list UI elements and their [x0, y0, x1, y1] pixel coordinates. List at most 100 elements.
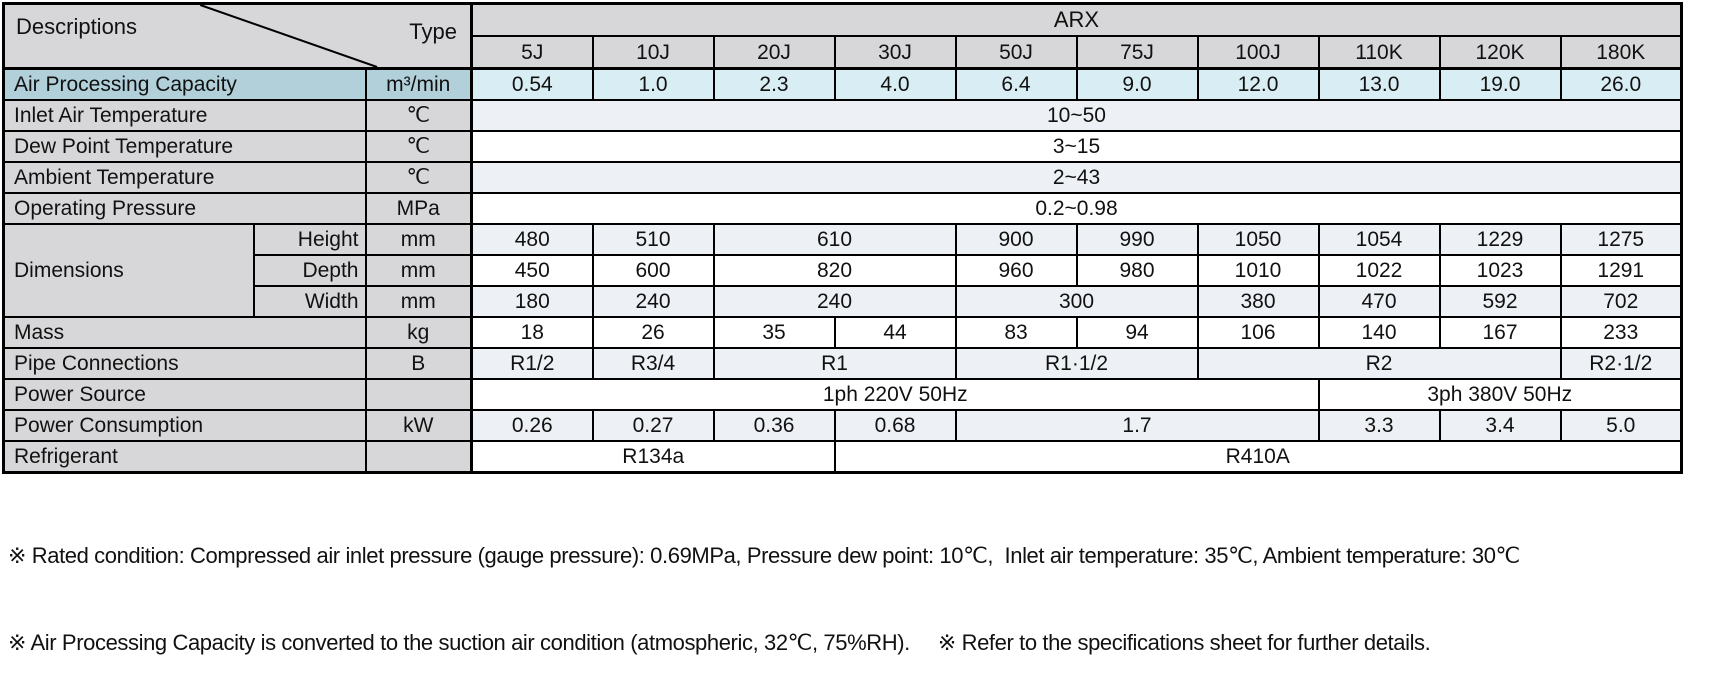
unit-height: mm: [364, 223, 473, 256]
unit-refrigerant: [364, 440, 473, 474]
row-dimensions-height: Dimensions Height mm 480 510 610 900 990…: [2, 223, 1683, 318]
diagonal-line: [199, 5, 376, 66]
row-label-power-source: Power Source: [2, 378, 367, 411]
value-cell: 35: [712, 316, 836, 349]
value-cell: R2·1/2: [1559, 347, 1683, 380]
value-cell: 83: [954, 316, 1078, 349]
value-cell: 18: [470, 316, 594, 349]
row-label-inlet-temp: Inlet Air Temperature: [2, 99, 367, 132]
row-label-dew-point: Dew Point Temperature: [2, 130, 367, 163]
value-cell: 19.0: [1438, 67, 1562, 101]
value-cell: 1022: [1317, 254, 1441, 287]
row-label-refrigerant: Refrigerant: [2, 440, 367, 474]
value-cell: 1291: [1559, 254, 1683, 287]
row-label-mass: Mass: [2, 316, 367, 349]
value-cell: 592: [1438, 285, 1562, 318]
value-cell: 94: [1075, 316, 1199, 349]
value-cell: 106: [1196, 316, 1320, 349]
value-cell: 13.0: [1317, 67, 1441, 101]
value-cell: 0.27: [591, 409, 715, 442]
value-cell: 820: [712, 254, 957, 287]
unit-capacity: m³/min: [364, 67, 473, 101]
value-cell: 600: [591, 254, 715, 287]
value-cell: 0.36: [712, 409, 836, 442]
value-cell: 0.54: [470, 67, 594, 101]
value-cell: R1: [712, 347, 957, 380]
value-cell: R410A: [833, 440, 1683, 474]
row-label-dimensions: Dimensions: [2, 223, 255, 318]
footnote-capacity-conversion: ※ Air Processing Capacity is converted t…: [8, 630, 910, 655]
unit-dew-point: ℃: [364, 130, 473, 163]
value-cell: 1229: [1438, 223, 1562, 256]
value-cell: 3.4: [1438, 409, 1562, 442]
value-cell: R2: [1196, 347, 1562, 380]
row-dimensions-width: Width mm 180 240 240 300 380 470 592 702: [4, 285, 1683, 318]
row-label-pipe: Pipe Connections: [2, 347, 367, 380]
row-mass: Mass kg 18 26 35 44 83 94 106 140 167 23…: [2, 316, 1683, 349]
value-cell: 240: [712, 285, 957, 318]
value-cell: 2.3: [712, 67, 836, 101]
value-cell: 140: [1317, 316, 1441, 349]
sublabel-width: Width: [252, 285, 367, 318]
unit-power-consumption: kW: [364, 409, 473, 442]
value-cell: 702: [1559, 285, 1683, 318]
row-label-ambient-temp: Ambient Temperature: [2, 161, 367, 194]
model-header-75j: 75J: [1075, 35, 1199, 70]
row-air-processing-capacity: Air Processing Capacity m³/min 0.54 1.0 …: [2, 67, 1683, 101]
value-cell: 1010: [1196, 254, 1320, 287]
footnote-line2: ※ Air Processing Capacity is converted t…: [8, 628, 1710, 657]
footnote-refer-specs: ※ Refer to the specifications sheet for …: [937, 630, 1431, 655]
unit-pressure: MPa: [364, 192, 473, 225]
row-operating-pressure: Operating Pressure MPa 0.2~0.98: [2, 192, 1683, 225]
unit-inlet-temp: ℃: [364, 99, 473, 132]
footnote-rated-condition: ※ Rated condition: Compressed air inlet …: [8, 543, 1520, 568]
value-cell: 1275: [1559, 223, 1683, 256]
value-cell: 380: [1196, 285, 1320, 318]
row-dimensions-depth: Depth mm 450 600 820 960 980 1010 1022 1…: [4, 254, 1683, 287]
value-cell: 44: [833, 316, 957, 349]
value-cell: 1ph 220V 50Hz: [470, 378, 1320, 411]
model-header-20j: 20J: [712, 35, 836, 70]
unit-power-source: [364, 378, 473, 411]
value-cell: 9.0: [1075, 67, 1199, 101]
value-cell: 960: [954, 254, 1078, 287]
row-dew-point-temperature: Dew Point Temperature ℃ 3~15: [2, 130, 1683, 163]
value-cell: R3/4: [591, 347, 715, 380]
descriptions-label: Descriptions: [16, 14, 138, 39]
model-header-30j: 30J: [833, 35, 957, 70]
value-cell: 1050: [1196, 223, 1320, 256]
model-header-5j: 5J: [470, 35, 594, 70]
model-header-10j: 10J: [591, 35, 715, 70]
value-cell: 3~15: [470, 130, 1683, 163]
value-cell: 450: [470, 254, 594, 287]
row-label-capacity: Air Processing Capacity: [2, 67, 367, 101]
model-header-50j: 50J: [954, 35, 1078, 70]
value-cell: 900: [954, 223, 1078, 256]
unit-mass: kg: [364, 316, 473, 349]
value-cell: 3.3: [1317, 409, 1441, 442]
descriptions-type-cell: Descriptions Type: [2, 2, 473, 70]
value-cell: 10~50: [470, 99, 1683, 132]
row-inlet-air-temperature: Inlet Air Temperature ℃ 10~50: [2, 99, 1683, 132]
value-cell: 3ph 380V 50Hz: [1317, 378, 1683, 411]
header-row-series: Descriptions Type ARX: [2, 2, 1683, 70]
value-cell: 300: [954, 285, 1199, 318]
sublabel-depth: Depth: [252, 254, 367, 287]
model-header-180k: 180K: [1559, 35, 1683, 70]
value-cell: 0.68: [833, 409, 957, 442]
value-cell: 990: [1075, 223, 1199, 256]
row-label-pressure: Operating Pressure: [2, 192, 367, 225]
row-power-source: Power Source 1ph 220V 50Hz 3ph 380V 50Hz: [2, 378, 1683, 411]
value-cell: 12.0: [1196, 67, 1320, 101]
value-cell: 1023: [1438, 254, 1562, 287]
value-cell: R134a: [470, 440, 836, 474]
row-power-consumption: Power Consumption kW 0.26 0.27 0.36 0.68…: [2, 409, 1683, 442]
value-cell: 0.2~0.98: [470, 192, 1683, 225]
value-cell: R1/2: [470, 347, 594, 380]
value-cell: 480: [470, 223, 594, 256]
row-refrigerant: Refrigerant R134a R410A: [2, 440, 1683, 474]
value-cell: 610: [712, 223, 957, 256]
model-header-110k: 110K: [1317, 35, 1441, 70]
value-cell: 0.26: [470, 409, 594, 442]
